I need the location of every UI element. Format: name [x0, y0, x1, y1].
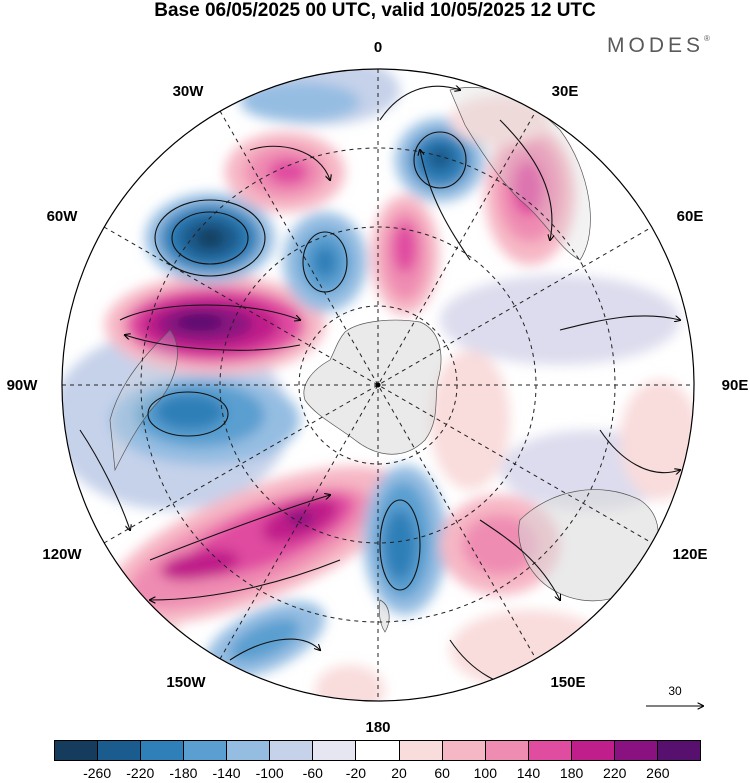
map-field [62, 69, 694, 701]
chart-title: Base 06/05/2025 00 UTC, valid 10/05/2025… [154, 0, 596, 21]
lon-label-30w: 30W [173, 83, 205, 100]
colorbar-cell [528, 741, 572, 760]
lon-label-0: 0 [374, 39, 382, 56]
colorbar-cell [141, 741, 185, 760]
colorbar-tick-label: -220 [126, 765, 155, 781]
colorbar-cell [227, 741, 271, 760]
colorbar-tick-label: -20 [345, 765, 367, 781]
lon-label-150w: 150W [166, 674, 206, 691]
colorbar-cell [657, 741, 700, 760]
colorbar-tick-label: 260 [646, 765, 670, 781]
lon-label-150e: 150E [550, 674, 585, 691]
polar-map: 0 30E 60E 90E 120E 150E 180 150W 120W 90… [7, 39, 749, 736]
colorbar-cell [571, 741, 615, 760]
lon-label-90w: 90W [7, 377, 39, 394]
colorbar-tick-label: -100 [255, 765, 284, 781]
colorbar-ticks: -260 -220 -180 -140 -100 -60 -20 20 60 100 140 180 2… [54, 765, 701, 783]
lon-label-180: 180 [365, 719, 390, 736]
colorbar-tick-label: -260 [83, 765, 112, 781]
brand-logo: MODES® [607, 34, 710, 58]
colorbar-cell [184, 741, 228, 760]
new-zealand [378, 599, 390, 633]
colorbar-cell [270, 741, 314, 760]
colorbar-tick-label: -140 [212, 765, 241, 781]
land-masses [109, 87, 659, 633]
lon-label-120e: 120E [672, 546, 707, 563]
lon-label-30e: 30E [552, 83, 579, 100]
colorbar-tick-label: 20 [391, 765, 407, 781]
brand-name: MODES [607, 34, 705, 57]
colorbar-tick-label: -60 [302, 765, 323, 781]
map-boundary [61, 68, 695, 702]
lon-label-60w: 60W [47, 208, 79, 225]
colorbar-cell [98, 741, 142, 760]
south-america [109, 329, 178, 472]
lon-label-120w: 120W [42, 546, 82, 563]
colorbar-tick-label: 220 [603, 765, 627, 781]
lon-label-90e: 90E [722, 377, 749, 394]
colorbar-tick-label: 60 [434, 765, 450, 781]
colorbar-tick-label: 140 [516, 765, 541, 781]
colorbar-tick-label: -180 [169, 765, 198, 781]
south-pole-marker [375, 382, 381, 388]
colorbar-cell [485, 741, 529, 760]
colorbar [54, 740, 701, 761]
lon-label-60e: 60E [677, 208, 704, 225]
colorbar-cell [442, 741, 486, 760]
colorbar-tick-label: 100 [473, 765, 498, 781]
colorbar-cell [356, 741, 400, 760]
colorbar-cell [614, 741, 658, 760]
colorbar-cell [313, 741, 357, 760]
reference-vector-label: 30 [668, 684, 682, 698]
colorbar-tick-label: 180 [559, 765, 584, 781]
antarctica [303, 319, 442, 455]
registered-mark: ® [704, 34, 710, 43]
colorbar-cell [55, 741, 99, 760]
colorbar-cell [399, 741, 443, 760]
